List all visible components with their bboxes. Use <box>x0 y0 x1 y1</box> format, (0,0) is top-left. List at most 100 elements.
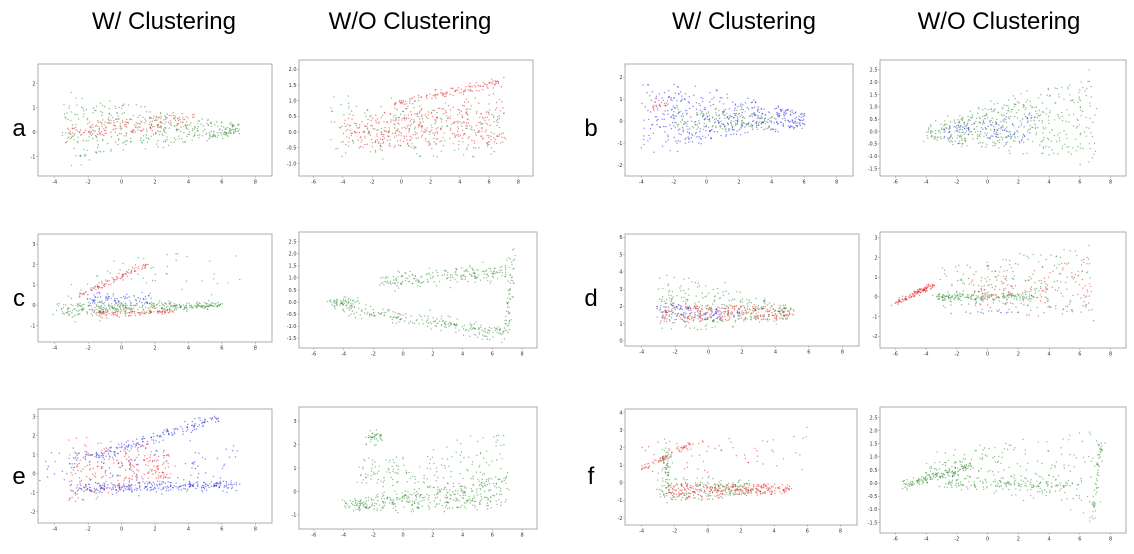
scatter-point <box>400 132 402 134</box>
scatter-point <box>409 120 411 122</box>
scatter-point <box>119 311 121 313</box>
scatter-point <box>673 125 675 127</box>
scatter-point <box>778 112 780 115</box>
scatter-point <box>476 276 479 278</box>
chart-c-without-clustering: -6 -4 -2 0 2 4 6 8-1.5-1.0-0.50.00.51.01.52.02.… <box>287 231 538 358</box>
scatter-point <box>1026 90 1028 92</box>
scatter-point <box>724 315 726 318</box>
scatter-point <box>695 102 698 104</box>
scatter-point <box>473 129 475 131</box>
scatter-point <box>99 296 102 298</box>
scatter-point <box>376 118 379 120</box>
scatter-point <box>785 307 787 309</box>
scatter-point <box>415 153 418 155</box>
scatter-point <box>86 119 89 121</box>
scatter-point <box>134 312 136 314</box>
scatter-point <box>141 268 143 270</box>
scatter-point <box>230 132 232 135</box>
scatter-point <box>666 314 668 317</box>
scatter-point <box>979 122 982 124</box>
scatter-point <box>130 304 132 307</box>
scatter-point <box>971 114 974 116</box>
scatter-point <box>354 122 356 125</box>
scatter-point <box>160 127 163 129</box>
scatter-point <box>150 301 153 303</box>
scatter-point <box>94 299 96 301</box>
scatter-point <box>399 319 402 321</box>
scatter-point <box>122 142 124 144</box>
scatter-point <box>740 305 743 308</box>
scatter-point <box>407 105 409 108</box>
scatter-point <box>737 118 739 120</box>
scatter-point <box>700 111 703 114</box>
scatter-point <box>115 308 117 310</box>
scatter-point <box>355 105 358 108</box>
x-tick-label: -2 <box>671 180 676 186</box>
scatter-point <box>697 317 699 320</box>
scatter-point <box>466 147 468 149</box>
scatter-point <box>474 334 477 336</box>
scatter-point <box>967 122 969 125</box>
scatter-point <box>465 108 467 110</box>
scatter-point <box>1088 161 1090 163</box>
scatter-point <box>353 306 355 309</box>
scatter-point <box>1048 146 1050 148</box>
scatter-point <box>390 121 392 123</box>
scatter-point <box>212 136 214 138</box>
scatter-point <box>183 125 185 128</box>
scatter-point <box>997 295 999 298</box>
scatter-point <box>436 131 439 133</box>
scatter-point <box>429 309 431 311</box>
scatter-point <box>208 303 210 305</box>
scatter-point <box>101 111 104 114</box>
scatter-point <box>131 266 134 269</box>
scatter-point <box>507 311 509 313</box>
scatter-point <box>128 104 130 106</box>
scatter-point <box>1033 119 1035 122</box>
scatter-point <box>457 133 459 136</box>
scatter-point <box>336 304 338 306</box>
scatter-point <box>430 328 432 330</box>
scatter-point <box>665 299 668 301</box>
scatter-point <box>72 309 74 312</box>
row-label-e: e <box>12 463 26 490</box>
scatter-point <box>763 298 766 300</box>
scatter-point <box>654 101 656 104</box>
scatter-point <box>139 129 142 132</box>
scatter-point <box>792 314 795 316</box>
scatter-point <box>488 82 490 84</box>
scatter-point <box>91 299 93 301</box>
x-tick-label: 0 <box>986 180 989 186</box>
scatter-point <box>672 117 674 119</box>
scatter-point <box>119 308 122 311</box>
scatter-point <box>80 289 82 291</box>
scatter-point <box>96 284 99 286</box>
scatter-point <box>647 83 649 86</box>
scatter-point <box>436 94 438 96</box>
scatter-point <box>393 316 395 318</box>
scatter-point <box>447 323 450 325</box>
scatter-point <box>126 118 128 121</box>
scatter-point <box>754 306 756 308</box>
scatter-point <box>1031 298 1033 300</box>
scatter-point <box>200 123 202 125</box>
y-tick-label: -2 <box>873 334 878 340</box>
scatter-point <box>101 300 103 302</box>
scatter-point <box>347 302 349 305</box>
scatter-point <box>170 304 172 306</box>
scatter-point <box>723 311 725 313</box>
scatter-point <box>688 96 690 98</box>
scatter-point <box>718 307 721 309</box>
scatter-point <box>397 281 399 284</box>
scatter-point <box>686 123 688 125</box>
scatter-point <box>380 282 383 285</box>
scatter-point <box>984 132 986 134</box>
scatter-point <box>475 124 478 127</box>
scatter-point <box>157 140 159 142</box>
scatter-point <box>229 132 231 134</box>
scatter-point <box>141 129 144 132</box>
scatter-point <box>100 151 102 153</box>
scatter-point <box>768 112 771 114</box>
scatter-point <box>365 115 367 117</box>
scatter-point <box>1068 114 1070 116</box>
